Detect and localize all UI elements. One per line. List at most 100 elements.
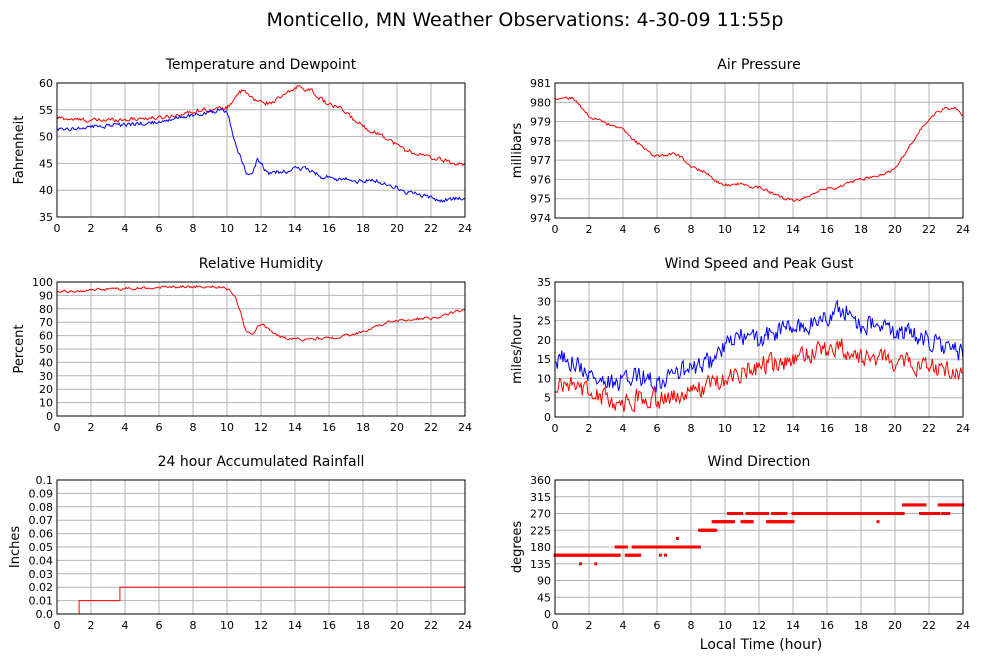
direction-point (579, 562, 582, 566)
direction-point-group (631, 545, 701, 549)
x-tick-label: 18 (854, 619, 868, 632)
y-tick-label: 976 (530, 173, 551, 186)
x-tick-label: 14 (288, 421, 302, 434)
direction-point (658, 553, 662, 557)
x-tick-label: 4 (620, 223, 627, 236)
direction-point-group (745, 512, 769, 515)
x-tick-label: 14 (786, 223, 800, 236)
plot-frame (554, 479, 964, 615)
y-tick-label: 0.07 (29, 514, 54, 527)
direction-point (937, 512, 941, 515)
x-tick-label: 20 (390, 222, 404, 235)
plot-frame (56, 82, 466, 218)
direction-point (675, 536, 679, 540)
x-tick-label: 6 (156, 619, 163, 632)
x-tick-label: 2 (88, 619, 95, 632)
y-tick-label: 0.0 (36, 608, 54, 621)
y-tick-label: 40 (39, 356, 53, 369)
y-tick-label: 0.02 (29, 581, 54, 594)
y-tick-label: 975 (530, 193, 551, 206)
x-tick-label: 10 (718, 619, 732, 632)
x-tick-label: 24 (458, 222, 472, 235)
x-axis-label: Local Time (hour) (700, 637, 822, 653)
direction-point-group (766, 520, 795, 524)
y-tick-label: 90 (39, 289, 53, 302)
x-tick-label: 16 (322, 421, 336, 434)
x-tick-label: 20 (390, 421, 404, 434)
y-tick-label: 30 (537, 295, 551, 308)
figure-title: Monticello, MN Weather Observations: 4-3… (267, 9, 784, 31)
chart-title: Relative Humidity (199, 256, 323, 272)
x-tick-label: 0 (552, 223, 559, 236)
x-tick-label: 2 (88, 222, 95, 235)
series-line-red (554, 96, 964, 203)
x-tick-label: 4 (122, 619, 129, 632)
direction-point (732, 520, 735, 524)
direction-point (901, 512, 905, 515)
x-tick-label: 4 (620, 619, 627, 632)
x-tick-label: 8 (190, 222, 197, 235)
direction-point-group (876, 520, 880, 524)
y-tick-label: 0.06 (29, 528, 54, 541)
direction-point-group (658, 553, 662, 557)
plot-frame (56, 281, 466, 417)
x-tick-label: 4 (122, 421, 129, 434)
x-tick-label: 8 (190, 619, 197, 632)
y-tick-label: 60 (39, 77, 53, 90)
direction-point-group (919, 512, 941, 515)
y-tick-label: 90 (537, 575, 551, 588)
direction-point-group (791, 512, 905, 515)
x-tick-label: 0 (54, 619, 61, 632)
x-tick-label: 6 (156, 421, 163, 434)
direction-point (784, 512, 788, 515)
x-tick-label: 22 (922, 223, 936, 236)
chart-title: Wind Speed and Peak Gust (665, 256, 854, 272)
x-tick-label: 12 (254, 619, 268, 632)
x-tick-label: 18 (356, 222, 370, 235)
x-tick-label: 10 (718, 223, 732, 236)
plot-frame (554, 82, 964, 219)
x-tick-label: 18 (854, 223, 868, 236)
direction-point-group (726, 512, 744, 515)
y-tick-label: 977 (530, 154, 551, 167)
direction-point (664, 553, 667, 557)
y-tick-label: 10 (537, 372, 551, 385)
y-tick-label: 180 (530, 541, 551, 554)
y-tick-label: 70 (39, 316, 53, 329)
y-axis-label: Fahrenheit (12, 116, 27, 185)
x-tick-label: 10 (220, 222, 234, 235)
y-axis-label: Percent (12, 325, 27, 374)
y-tick-label: 980 (530, 96, 551, 109)
direction-point-group (624, 553, 642, 557)
x-tick-label: 22 (424, 619, 438, 632)
x-tick-label: 6 (654, 422, 661, 435)
x-tick-label: 4 (122, 222, 129, 235)
x-tick-label: 18 (356, 421, 370, 434)
x-tick-label: 6 (156, 222, 163, 235)
series-line-blue (56, 108, 466, 203)
direction-point-group (675, 536, 679, 540)
x-tick-label: 20 (390, 619, 404, 632)
y-tick-label: 974 (530, 212, 551, 225)
x-tick-label: 16 (820, 223, 834, 236)
x-tick-label: 20 (888, 619, 902, 632)
y-tick-label: 225 (530, 524, 551, 537)
direction-point-group (902, 503, 927, 507)
x-tick-label: 0 (552, 422, 559, 435)
direction-point (876, 520, 880, 524)
x-tick-label: 16 (322, 619, 336, 632)
y-tick-label: 135 (530, 558, 551, 571)
y-tick-label: 10 (39, 397, 53, 410)
direction-point-group (937, 503, 965, 507)
y-tick-label: 25 (537, 315, 551, 328)
direction-point-group (941, 512, 951, 515)
direction-point (740, 512, 744, 515)
y-tick-label: 60 (39, 330, 53, 343)
x-tick-label: 8 (688, 619, 695, 632)
x-tick-label: 16 (820, 619, 834, 632)
chart-title: Wind Direction (708, 454, 811, 470)
